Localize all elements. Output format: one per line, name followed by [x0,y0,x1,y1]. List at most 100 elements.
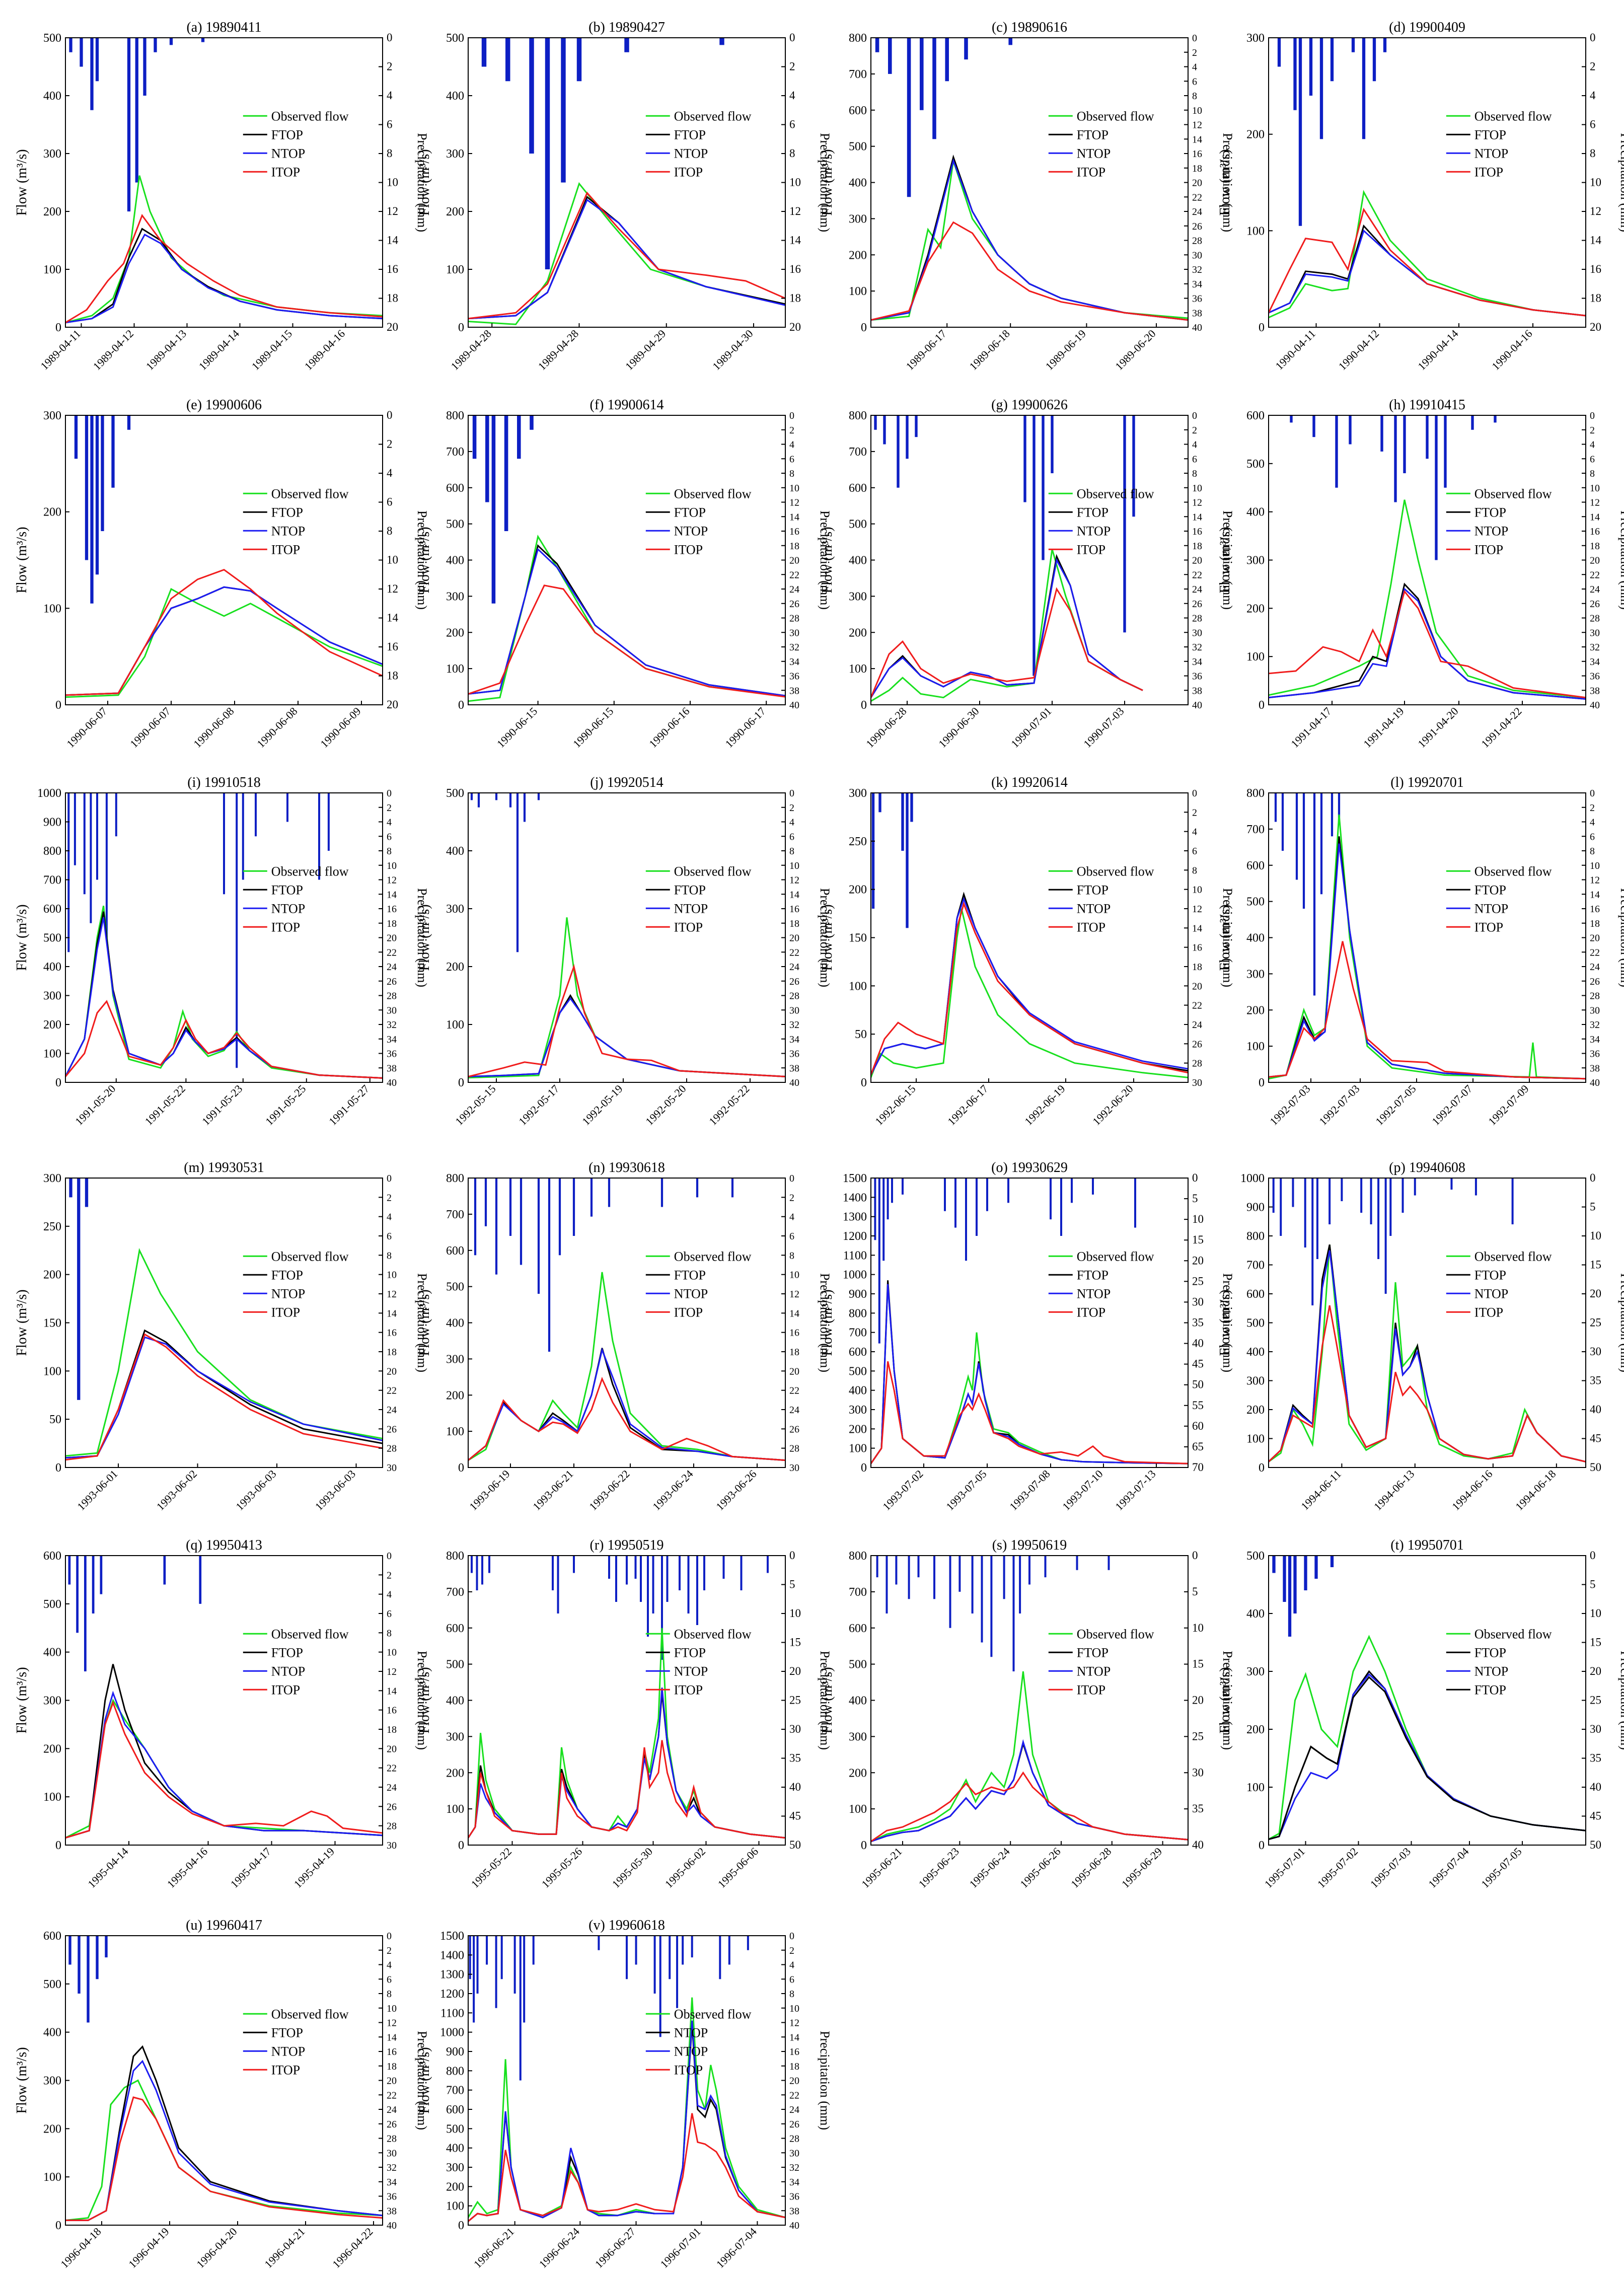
precip-tick-label: 34 [387,2177,397,2188]
x-tick-label: 1991-05-23 [199,1082,245,1128]
precip-bar [878,1178,880,1344]
y-tick-label: 1000 [1240,1172,1265,1185]
precip-bar [469,1936,471,1979]
series-lines [871,155,1188,321]
precip-bar [1272,1178,1275,1213]
precip-bar [964,38,968,60]
x-tick-label: 1993-06-02 [154,1467,199,1513]
precip-tick-label: 14 [387,1685,397,1697]
precip-tick-label: 2 [1590,425,1595,436]
precip-bar [545,38,550,269]
y-tick-label: 300 [43,2075,61,2088]
precip-tick-label: 14 [789,2032,799,2043]
precip-tick-label: 6 [387,1974,392,1985]
precip-tick-label: 24 [1192,584,1202,595]
precip-bar [1372,38,1376,82]
legend-label: FTOP [271,1645,303,1660]
series-itop [65,1700,383,1839]
series-ftop [1269,1244,1586,1462]
precip-tick-label: 22 [1192,569,1202,580]
precip-tick-label: 30 [1192,1077,1202,1088]
precip-bar [1384,1178,1387,1294]
precip-tick-label: 8 [387,525,393,537]
precip-tick-label: 38 [789,1063,799,1074]
x-tick-label: 1989-04-12 [91,327,136,373]
x-tick-label: 1996-06-21 [471,2225,516,2270]
precip-bars [874,1178,1136,1344]
y-tick-label: 400 [849,1695,867,1708]
precip-tick-label: 32 [789,2162,799,2173]
precip-tick-label: 12 [789,497,799,508]
legend: Observed flow FTOP NTOP ITOP [645,1249,752,1319]
precip-bar [530,415,534,430]
precip-bar [520,1178,523,1265]
legend-label: NTOP [271,2044,305,2059]
precip-bar [696,1178,699,1198]
precip-bar [895,1556,898,1585]
precip-tick-label: 20 [1590,321,1601,333]
precip-tick-label: 0 [387,788,392,799]
x-tick-label: 1990-06-15 [494,705,540,750]
precip-tick-label: 28 [789,613,799,624]
precip-bar [652,1556,654,1613]
panel-a: (a) 19890411 0 100 200 300 400 500 0 2 4 6 8 10 12 14 1… [14,20,429,373]
precip-bar [255,793,257,837]
precip-tick-label: 20 [387,321,398,333]
series-observed-flow [871,1671,1188,1843]
y-tick-label: 700 [849,1327,867,1340]
precip-tick-label: 5 [1192,1585,1198,1598]
y-tick-label: 1500 [843,1172,867,1185]
precip-tick-label: 16 [1590,263,1601,275]
precip-bar [876,1556,878,1578]
series-ntop [871,897,1188,1075]
precip-tick-label: 16 [789,904,799,915]
series-lines [468,1628,785,1839]
precip-tick-label: 40 [789,1781,801,1793]
precip-bars [474,1178,734,1352]
precip-tick-label: 14 [789,511,799,523]
precip-tick-label: 28 [387,1821,397,1832]
precip-bar [728,1936,730,1965]
legend-label: NTOP [1077,146,1111,161]
precip-tick-label: 18 [387,1724,397,1735]
legend-label: FTOP [271,2025,303,2040]
x-tick-label: 1989-04-30 [710,327,755,373]
precip-bar [719,38,724,45]
precip-bar [906,793,909,928]
precip-tick-label: 40 [789,1077,799,1088]
legend-label: FTOP [674,883,706,897]
precip-bar [691,1936,693,1958]
precip-bar [491,415,496,604]
series-observed-flow [468,534,785,702]
precip-bar [626,1936,628,1979]
precip-bar [874,1178,876,1240]
precip-bar [635,1936,637,1965]
precip-tick-label: 36 [1192,293,1202,305]
precip-tick-label: 20 [1590,1287,1601,1300]
precip-tick-label: 32 [1590,1019,1600,1031]
y-tick-label: 100 [43,602,61,615]
y-tick-label: 200 [43,2122,61,2136]
precip-tick-label: 60 [1192,1420,1204,1432]
legend-label: FTOP [1474,127,1506,142]
precip-tick-label: 18 [789,2061,799,2072]
precip-bar [557,1556,559,1613]
y-axis-label: Flow (m³/s) [417,1289,432,1356]
x-tick-label: 1990-04-16 [1489,327,1534,373]
precip-tick-label: 30 [789,2148,799,2159]
series-itop [871,901,1188,1075]
series-ntop [468,997,785,1077]
precip-tick-label: 0 [1192,1171,1198,1184]
precip-bar [590,1178,593,1217]
precip-bar [659,1936,661,2037]
x-tick-label: 1992-07-09 [1486,1082,1531,1128]
precip-tick-label: 24 [1192,1019,1202,1031]
precip-tick-label: 10 [1590,483,1600,494]
precip-tick-label: 16 [387,904,397,915]
plot-frame [65,1935,383,2226]
precip-bar [1319,38,1323,139]
y-tick-label: 1000 [843,1269,867,1282]
